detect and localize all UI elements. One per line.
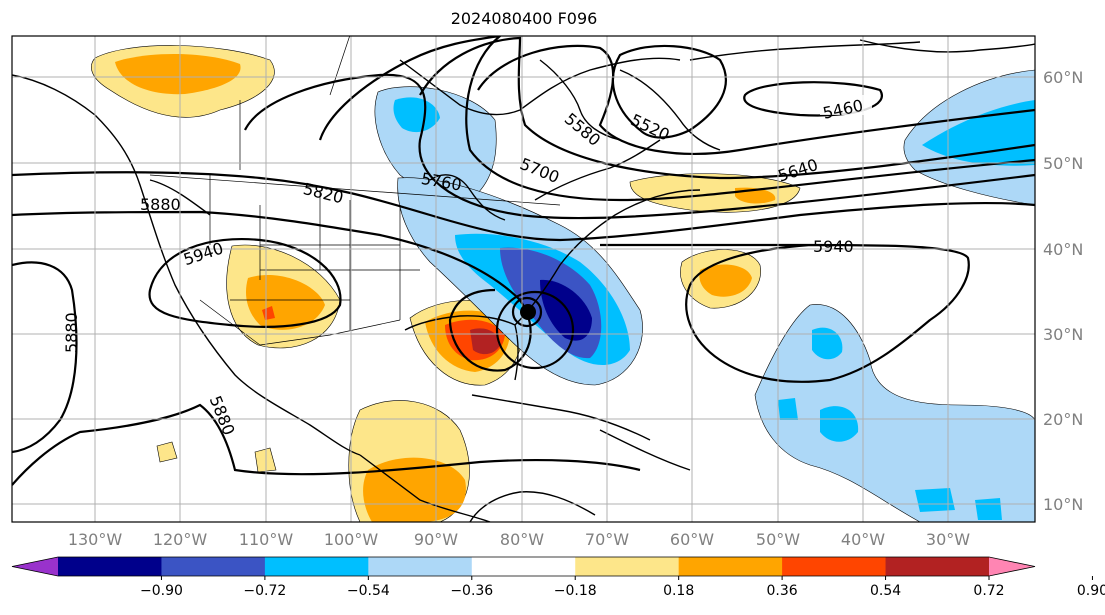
lon-label: 50°W xyxy=(756,530,800,549)
colorbar-tick-label: −0.90 xyxy=(140,583,183,599)
lon-label: 90°W xyxy=(414,530,458,549)
contour-label-5880-west: 5880 xyxy=(62,312,81,353)
colorbar-bin xyxy=(782,557,887,576)
storm-center-marker xyxy=(520,304,536,320)
colorbar-outline xyxy=(11,556,1036,577)
lon-label: 110°W xyxy=(239,530,294,549)
colorbar-extend-low xyxy=(12,557,58,576)
map-title: 2024080400 F096 xyxy=(450,9,598,28)
contour-labels: 5460 5520 5580 5640 5700 5760 5820 5880 … xyxy=(62,95,872,438)
colorbar-tick-label: −0.54 xyxy=(347,583,390,599)
colorbar-tick-label: −0.18 xyxy=(554,583,597,599)
lon-label: 70°W xyxy=(585,530,629,549)
lat-label: 40°N xyxy=(1043,240,1083,259)
shading-layer xyxy=(91,45,1035,522)
colorbar-tick-label: 0.54 xyxy=(870,583,901,599)
colorbar: −0.90 −0.72 −0.54 −0.36 −0.18 0.18 0.36 0.54 0.7… xyxy=(11,556,1105,599)
lat-label: 10°N xyxy=(1043,495,1083,514)
colorbar-bin xyxy=(264,557,369,576)
map-frame xyxy=(11,35,1036,523)
contour-label-5940-east: 5940 xyxy=(813,237,854,256)
political-borders xyxy=(149,36,561,346)
lon-label: 60°W xyxy=(670,530,714,549)
gridlines xyxy=(12,36,1035,522)
colorbar-bin xyxy=(58,557,162,576)
colorbar-bin xyxy=(161,557,266,576)
colorbar-tick-label: 0.90 xyxy=(1077,583,1105,599)
colorbar-bin xyxy=(575,557,680,576)
lon-label: 80°W xyxy=(500,530,544,549)
lat-label: 60°N xyxy=(1043,68,1083,87)
latitude-labels: 60°N 50°N 40°N 30°N 20°N 10°N xyxy=(1043,68,1083,514)
colorbar-tick-label: −0.36 xyxy=(450,583,493,599)
colorbar-bin xyxy=(678,557,783,576)
colorbar-bin xyxy=(885,557,990,576)
lon-label: 130°W xyxy=(68,530,123,549)
colorbar-bin xyxy=(471,557,576,576)
lat-label: 20°N xyxy=(1043,410,1083,429)
colorbar-tick-label: 0.72 xyxy=(973,583,1004,599)
lon-label: 120°W xyxy=(153,530,208,549)
colorbar-tick-label: 0.18 xyxy=(663,583,694,599)
lon-label: 30°W xyxy=(926,530,970,549)
colorbar-tick-label: 0.36 xyxy=(767,583,798,599)
contour-label-5880-north: 5880 xyxy=(140,195,181,214)
lon-label: 40°W xyxy=(841,530,885,549)
longitude-labels: 130°W 120°W 110°W 100°W 90°W 80°W 70°W 6… xyxy=(68,530,970,549)
colorbar-bin xyxy=(368,557,473,576)
colorbar-extend-high xyxy=(989,557,1035,576)
lat-label: 50°N xyxy=(1043,154,1083,173)
colorbar-tick-label: −0.72 xyxy=(243,583,286,599)
lon-label: 100°W xyxy=(324,530,379,549)
lat-label: 30°N xyxy=(1043,325,1083,344)
